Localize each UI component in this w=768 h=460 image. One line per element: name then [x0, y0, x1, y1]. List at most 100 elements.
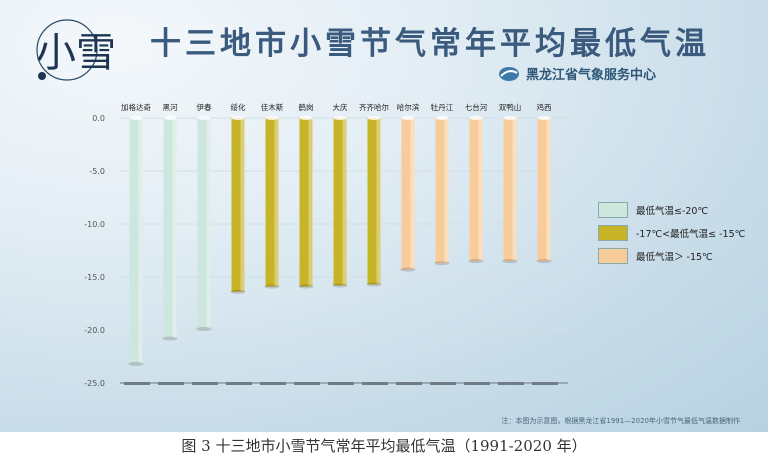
axis-dash [498, 382, 524, 385]
bar-shadow [196, 326, 212, 331]
bar-cap [333, 116, 347, 120]
category-label: 双鸭山 [499, 102, 522, 112]
category-label: 哈尔滨 [397, 102, 420, 112]
bar-shadow [468, 259, 484, 264]
category-label: 加格达奇 [121, 102, 151, 112]
bar-cap [163, 116, 177, 120]
y-tick-label: -20.0 [84, 326, 105, 335]
axis-dash [226, 382, 252, 385]
logo-text: 小雪 [36, 30, 116, 76]
category-label: 大庆 [333, 102, 348, 112]
bar-shadow [298, 284, 314, 289]
axis-dash [532, 382, 558, 385]
bar-cap [299, 116, 313, 120]
bar-highlight [410, 118, 415, 270]
bar-cap [401, 116, 415, 120]
xiaoxue-logo: 小雪 [36, 19, 116, 81]
bar-shadow [400, 267, 416, 272]
bar-cap [265, 116, 279, 120]
bar-shadow [332, 283, 348, 288]
bar-highlight [206, 118, 211, 329]
axis-dash [396, 382, 422, 385]
bar-shadow [162, 336, 178, 341]
legend-item: 最低气温≤-20℃ [598, 198, 745, 221]
bar-cap [367, 116, 381, 120]
snow-background [0, 0, 768, 432]
bar-highlight [172, 118, 177, 339]
footnote: 注：本图为示意图，根据黑龙江省1991—2020年小雪节气最低气温数据制作 [501, 417, 740, 425]
chart-title: 十三地市小雪节气常年平均最低气温 [150, 26, 710, 62]
bar [401, 118, 415, 270]
weather-service-icon [499, 66, 519, 81]
bar-highlight [274, 118, 279, 287]
category-label: 齐齐哈尔 [359, 102, 389, 112]
axis-dash [294, 382, 320, 385]
axis-dash [124, 382, 150, 385]
category-label: 鹤岗 [299, 102, 314, 112]
bar-shadow [536, 259, 552, 264]
category-label: 七台河 [465, 102, 488, 112]
category-label: 佳木斯 [261, 102, 284, 112]
bar-cap [503, 116, 517, 120]
bar-cap [435, 116, 449, 120]
axis-dash [192, 382, 218, 385]
legend-swatch [598, 247, 628, 264]
category-label: 绥化 [231, 102, 246, 112]
y-tick-label: -5.0 [89, 167, 105, 176]
y-tick-label: -25.0 [84, 379, 105, 388]
bar-cap [231, 116, 245, 120]
bar [231, 118, 245, 292]
figure-caption: 图 3 十三地市小雪节气常年平均最低气温（1991-2020 年） [181, 437, 587, 455]
bar-highlight [342, 118, 347, 286]
bar [537, 118, 551, 262]
axis-dash [158, 382, 184, 385]
bar-highlight [240, 118, 245, 292]
bar [163, 118, 177, 339]
bar-shadow [502, 259, 518, 264]
legend-item: 最低气温＞ -15℃ [598, 244, 745, 267]
legend-swatch [598, 201, 628, 218]
bar-shadow [434, 261, 450, 266]
bar-shadow [128, 361, 144, 366]
legend: 最低气温≤-20℃ -17℃<最低气温≤ -15℃ 最低气温＞ -15℃ [598, 198, 745, 267]
bar-cap [197, 116, 211, 120]
y-tick-label: 0.0 [92, 114, 105, 123]
bar-highlight [444, 118, 449, 264]
bar [503, 118, 517, 262]
bar-cap [129, 116, 143, 120]
bar [367, 118, 381, 285]
category-label: 黑河 [163, 103, 178, 112]
axis-dash [464, 382, 490, 385]
bar-highlight [138, 118, 143, 364]
bar-shadow [264, 284, 280, 289]
bar-highlight [376, 118, 381, 285]
y-tick-label: -15.0 [84, 273, 105, 282]
bar-highlight [546, 118, 551, 262]
organization: 黑龙江省气象服务中心 [498, 64, 656, 83]
axis-dash [430, 382, 456, 385]
y-tick-label: -10.0 [84, 220, 105, 229]
category-label: 鸡西 [537, 102, 552, 112]
bar [197, 118, 211, 329]
axis-dash [260, 382, 286, 385]
axis-dash [362, 382, 388, 385]
bar-highlight [512, 118, 517, 262]
bar-shadow [230, 289, 246, 294]
bar [435, 118, 449, 264]
bar [333, 118, 347, 286]
legend-swatch [598, 224, 628, 241]
category-label: 牡丹江 [431, 102, 454, 112]
bar [469, 118, 483, 262]
bar-shadow [366, 282, 382, 287]
legend-label: 最低气温≤-20℃ [636, 205, 709, 217]
organization-name: 黑龙江省气象服务中心 [526, 68, 657, 83]
bar-cap [469, 116, 483, 120]
bar-highlight [478, 118, 483, 262]
bar [265, 118, 279, 287]
bar [299, 118, 313, 287]
legend-label: -17℃<最低气温≤ -15℃ [636, 228, 746, 240]
axis-dash [328, 382, 354, 385]
legend-item: -17℃<最低气温≤ -15℃ [598, 221, 745, 244]
bar-highlight [308, 118, 313, 287]
bar-cap [537, 116, 551, 120]
